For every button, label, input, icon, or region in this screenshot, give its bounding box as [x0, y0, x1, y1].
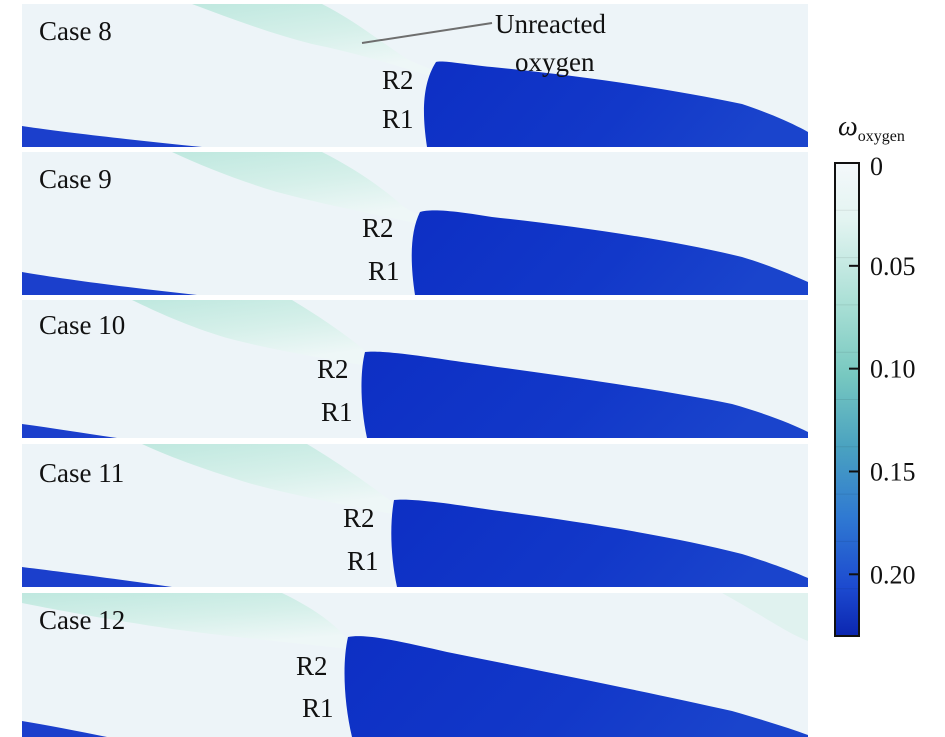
region-label-r1: R1 — [302, 693, 334, 723]
oxygen-plume — [192, 4, 430, 76]
region-label-r2: R2 — [343, 503, 375, 533]
region-label-r1: R1 — [382, 104, 414, 134]
panel-case-10: Case 10 R2 R1 — [22, 300, 808, 438]
panel-label: Case 8 — [39, 16, 112, 46]
oxygen-plume — [132, 300, 367, 366]
region-label-r1: R1 — [321, 397, 353, 427]
region-label-r2: R2 — [382, 65, 414, 95]
oxygen-rich-region — [391, 499, 808, 587]
oxygen-injector-stream — [22, 424, 117, 438]
panel-label: Case 10 — [39, 310, 125, 340]
colorbar-band-dividers — [835, 209, 859, 590]
oxygen-rich-region — [361, 351, 808, 438]
colorbar-tick-label: 0.05 — [870, 252, 916, 281]
panel-case-11: Case 11 R2 R1 — [22, 444, 808, 587]
colorbar-ticks: 0 0.05 0.10 0.15 0.20 — [849, 152, 916, 589]
colorbar: ωoxygen 0 0.05 0.10 0.15 0.20 — [834, 111, 916, 637]
annotation-text-line2: oxygen — [515, 47, 595, 77]
oxygen-rich-region — [411, 210, 808, 295]
panel-label: Case 12 — [39, 605, 125, 635]
panel-label: Case 11 — [39, 458, 124, 488]
oxygen-plume — [142, 444, 393, 514]
oxygen-injector-stream — [22, 721, 107, 737]
region-label-r2: R2 — [296, 651, 328, 681]
annotation-unreacted-oxygen: Unreacted oxygen — [361, 9, 606, 77]
panel-case-8: Case 8 R2 R1 — [22, 4, 808, 147]
colorbar-gradient — [834, 162, 860, 637]
oxygen-injector-stream — [22, 126, 202, 147]
oxygen-plume-secondary — [722, 593, 808, 641]
oxygen-plume — [172, 152, 420, 224]
annotation-leader-line — [361, 22, 493, 44]
region-label-r1: R1 — [368, 256, 400, 286]
region-label-r2: R2 — [362, 213, 394, 243]
oxygen-rich-region — [344, 636, 808, 737]
colorbar-tick-label: 0 — [870, 152, 883, 181]
oxygen-injector-stream — [22, 567, 172, 587]
colorbar-title: ωoxygen — [838, 111, 905, 145]
colorbar-subscript: oxygen — [858, 128, 905, 145]
panel-case-9: Case 9 R2 R1 — [22, 152, 808, 295]
colorbar-tick-label: 0.20 — [870, 560, 916, 589]
colorbar-tick-label: 0.15 — [870, 457, 916, 486]
oxygen-plume — [22, 593, 349, 649]
region-label-r1: R1 — [347, 546, 379, 576]
region-label-r2: R2 — [317, 354, 349, 384]
panel-case-12: Case 12 R2 R1 — [22, 593, 808, 737]
panel-label: Case 9 — [39, 164, 112, 194]
oxygen-rich-region — [423, 61, 808, 147]
colorbar-tick-label: 0.10 — [870, 355, 916, 384]
annotation-text-line1: Unreacted — [495, 9, 606, 39]
oxygen-injector-stream — [22, 272, 197, 295]
colorbar-symbol: ω — [838, 111, 858, 142]
